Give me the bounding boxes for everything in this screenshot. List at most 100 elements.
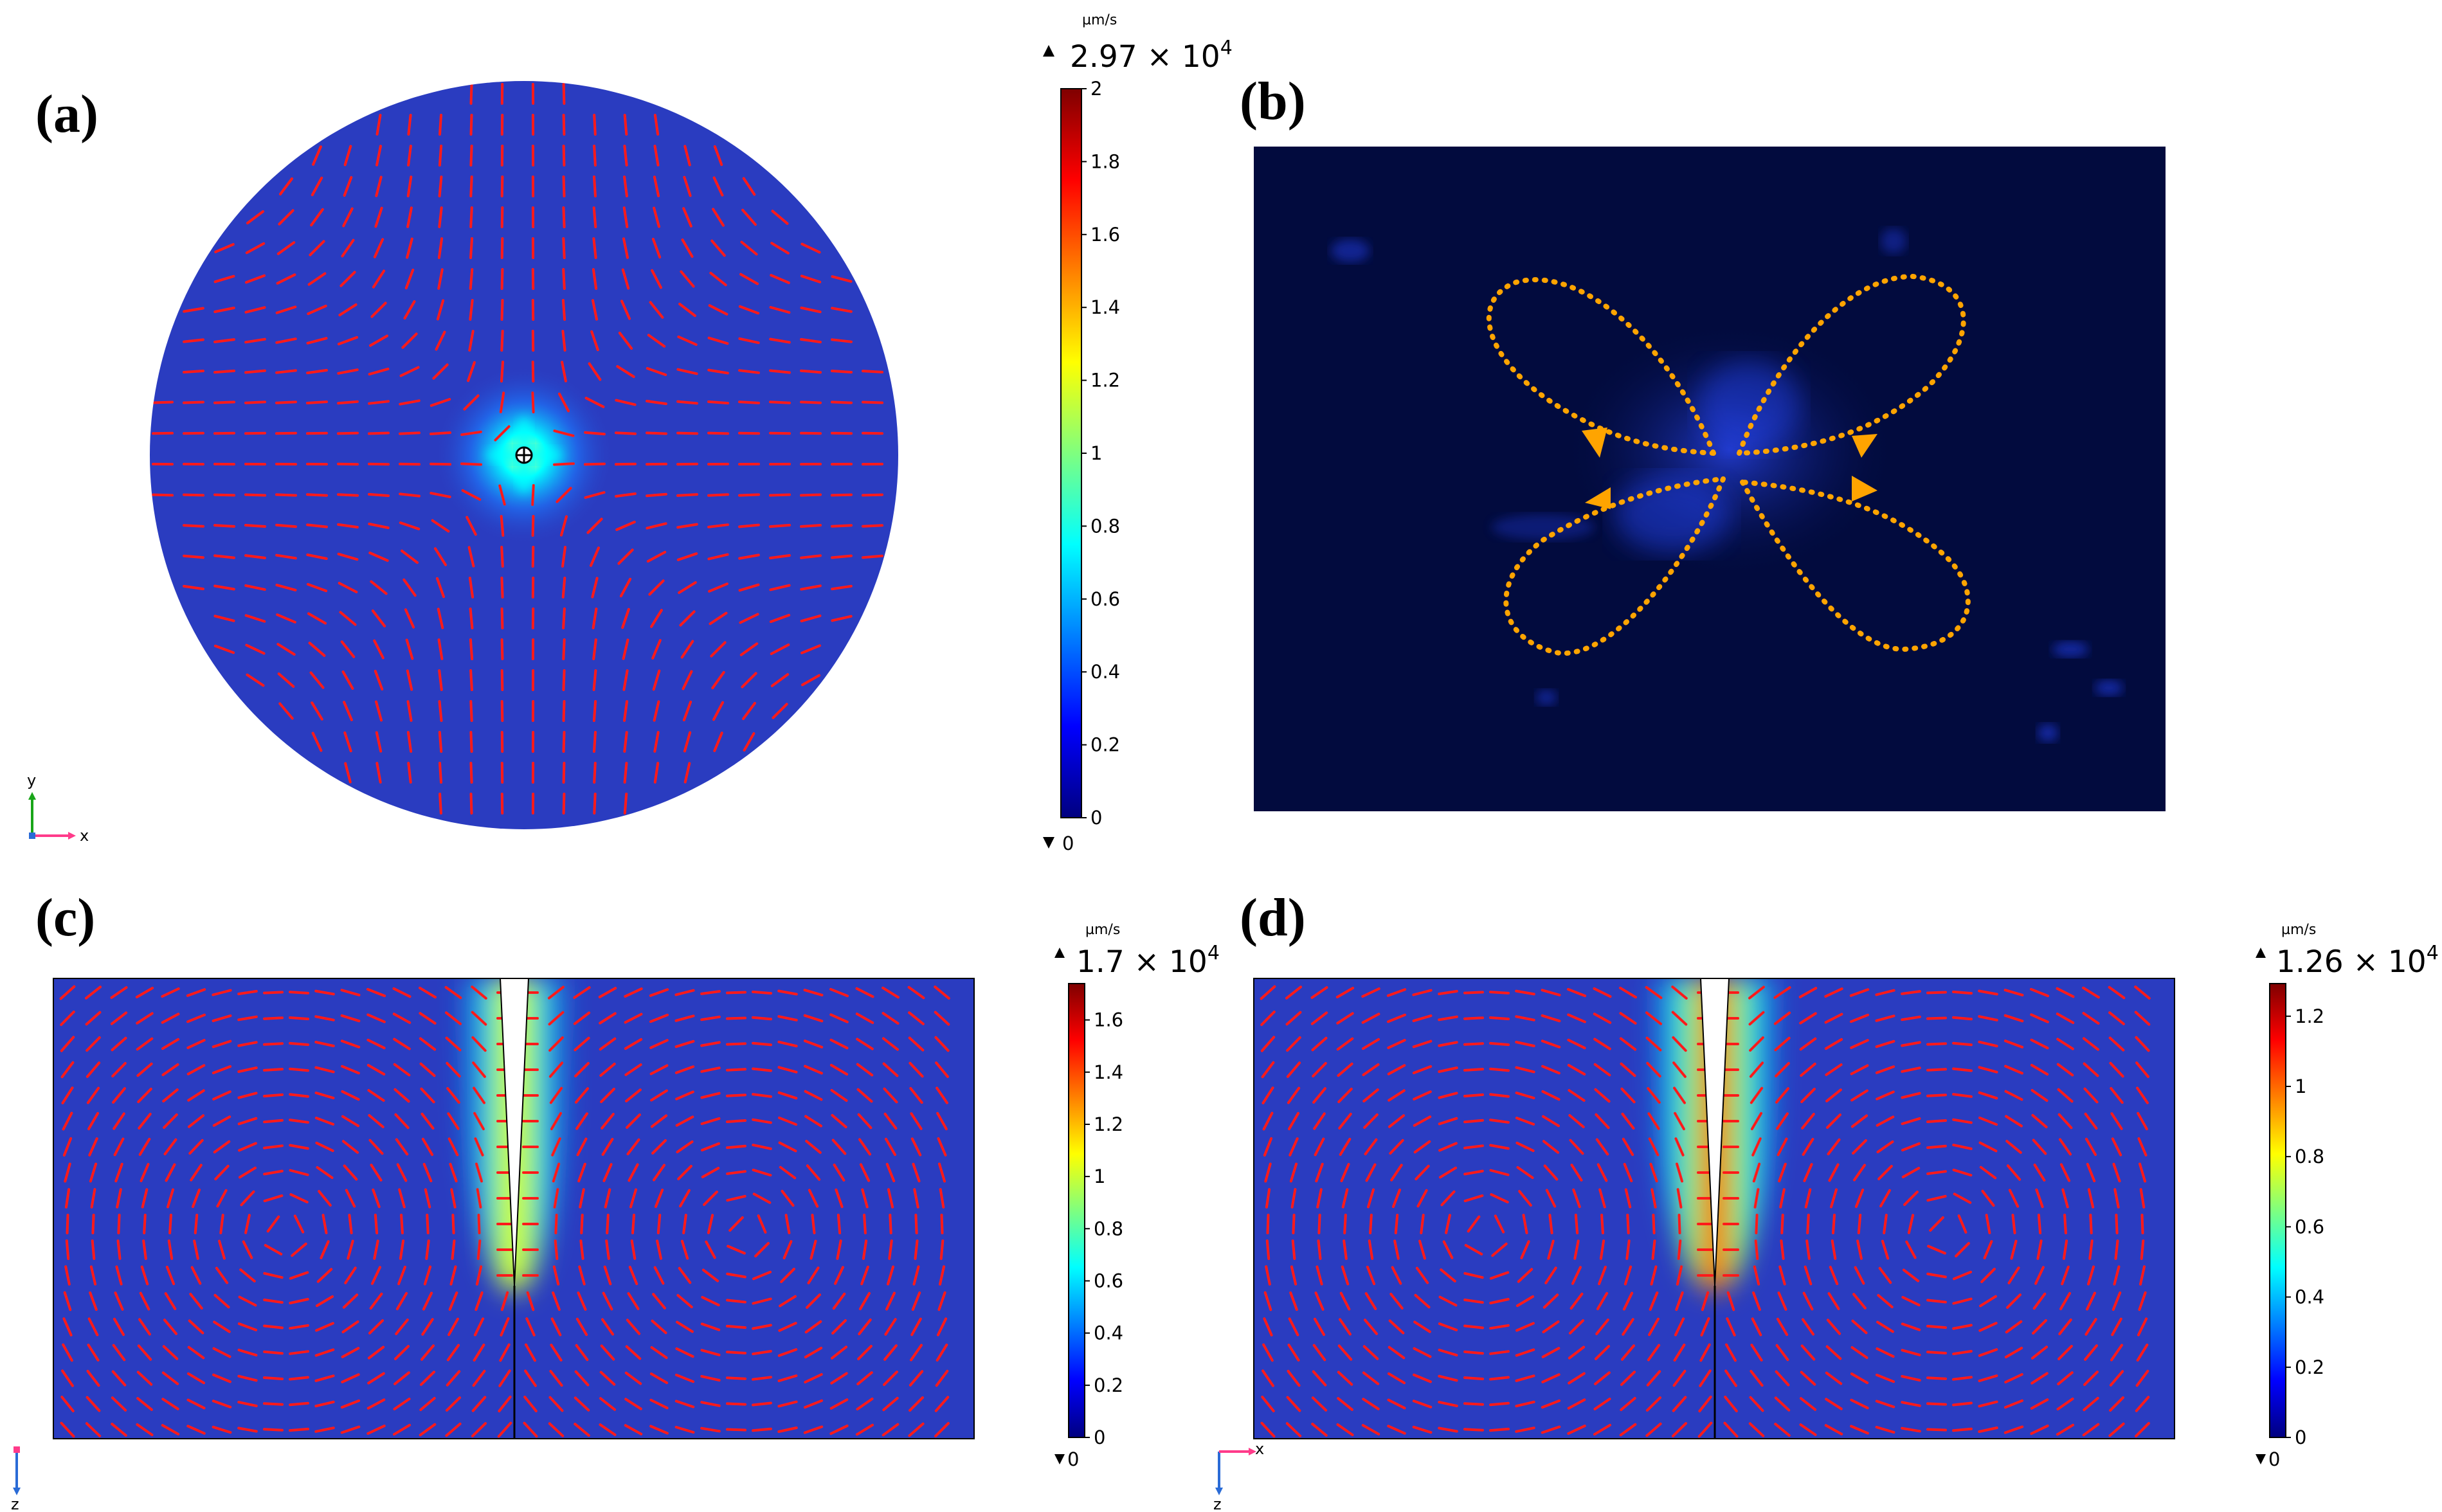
velocity-arrow bbox=[393, 1038, 411, 1050]
colorbar-tick-label: 1 bbox=[2295, 1076, 2306, 1097]
velocity-arrow bbox=[726, 1194, 746, 1202]
velocity-arrow bbox=[1901, 1322, 1921, 1331]
velocity-arrow bbox=[1926, 1299, 1947, 1304]
velocity-arrow bbox=[500, 638, 504, 660]
velocity-arrow bbox=[882, 1062, 899, 1077]
velocity-arrow bbox=[800, 242, 821, 254]
velocity-arrow bbox=[803, 1425, 824, 1434]
velocity-arrow bbox=[1875, 1400, 1895, 1408]
velocity-arrow bbox=[116, 1239, 122, 1260]
velocity-arrow bbox=[314, 1092, 335, 1099]
colorbar-tick-label: 0.6 bbox=[1090, 588, 1120, 610]
velocity-arrow bbox=[110, 1011, 128, 1025]
velocity-arrow bbox=[1800, 1344, 1816, 1361]
velocity-arrow bbox=[86, 1396, 101, 1412]
velocity-arrow bbox=[2030, 1372, 2049, 1385]
velocity-arrow bbox=[598, 987, 617, 998]
velocity-arrow bbox=[237, 1322, 258, 1331]
velocity-arrow bbox=[2036, 1239, 2043, 1260]
velocity-arrow bbox=[340, 1014, 361, 1023]
velocity-arrow bbox=[475, 1265, 483, 1286]
velocity-arrows-c bbox=[59, 985, 950, 1438]
velocity-arrow bbox=[531, 515, 535, 537]
velocity-arrow bbox=[2030, 1398, 2049, 1410]
velocity-arrow bbox=[754, 1242, 770, 1257]
velocity-arrow bbox=[703, 1191, 718, 1206]
velocity-arrow bbox=[1593, 1398, 1611, 1410]
velocity-arrow bbox=[164, 1292, 177, 1310]
velocity-arrow bbox=[143, 1214, 147, 1234]
flow-loop-upper-left bbox=[1486, 277, 1716, 456]
velocity-arrow bbox=[1647, 1344, 1661, 1362]
velocity-arrow bbox=[276, 273, 296, 285]
velocity-arrow bbox=[1778, 1265, 1786, 1286]
velocity-arrow bbox=[1363, 1113, 1379, 1129]
velocity-arrow bbox=[2114, 1239, 2119, 1260]
velocity-arrow bbox=[937, 1137, 947, 1156]
velocity-arrow bbox=[2003, 1040, 2024, 1048]
velocity-arrow bbox=[289, 1144, 309, 1150]
velocity-arrow bbox=[237, 1117, 258, 1126]
velocity-arrow bbox=[934, 1396, 950, 1412]
velocity-arrow bbox=[1515, 989, 1535, 996]
velocity-arrow bbox=[882, 1037, 899, 1051]
velocity-arrow bbox=[1926, 1068, 1947, 1072]
velocity-arrow bbox=[1827, 1138, 1841, 1156]
velocity-arrow bbox=[430, 492, 451, 498]
velocity-arrow bbox=[524, 1369, 537, 1387]
velocity-arrow bbox=[1854, 1266, 1865, 1285]
velocity-arrow bbox=[1926, 1402, 1947, 1406]
velocity-arrow bbox=[601, 1318, 614, 1336]
velocity-arrow bbox=[653, 731, 660, 753]
velocity-arrow bbox=[2110, 1087, 2124, 1104]
velocity-arrow bbox=[373, 639, 384, 660]
velocity-arrow bbox=[2082, 986, 2100, 999]
velocity-arrow bbox=[777, 1348, 798, 1357]
velocity-arrow bbox=[1826, 1113, 1841, 1129]
velocity-arrow bbox=[1489, 1144, 1510, 1150]
velocity-arrow bbox=[646, 522, 667, 530]
velocity-arrow bbox=[1825, 1371, 1843, 1385]
velocity-arrow bbox=[1593, 1423, 1611, 1436]
velocity-arrow bbox=[770, 644, 790, 655]
velocity-arrow bbox=[1828, 1163, 1840, 1182]
velocity-arrow bbox=[1316, 1188, 1323, 1209]
velocity-arrow bbox=[742, 177, 756, 196]
velocity-arrow bbox=[438, 669, 443, 691]
velocity-arrow bbox=[1978, 1040, 1998, 1048]
velocity-arrow bbox=[396, 1163, 408, 1182]
colorbar-a-min: 0 bbox=[1062, 833, 1074, 854]
max-marker-icon bbox=[1043, 45, 1054, 57]
velocity-arrow bbox=[803, 1040, 824, 1048]
velocity-arrow bbox=[1542, 1293, 1559, 1309]
velocity-arrow bbox=[654, 1189, 664, 1208]
velocity-arrow bbox=[1413, 1373, 1432, 1383]
velocity-arrow bbox=[1700, 1317, 1710, 1336]
velocity-arrow bbox=[1311, 1036, 1328, 1052]
velocity-arrow bbox=[448, 1137, 459, 1156]
velocity-arrow bbox=[421, 1318, 434, 1336]
velocity-arrow bbox=[784, 1214, 791, 1234]
velocity-arrow bbox=[161, 1371, 179, 1385]
velocity-arrow bbox=[1286, 1036, 1301, 1052]
velocity-arrow bbox=[1262, 1086, 1274, 1104]
velocity-arrow bbox=[420, 1087, 435, 1104]
velocity-arrow bbox=[469, 206, 473, 228]
velocity-arrow bbox=[653, 176, 660, 197]
velocity-arrow bbox=[161, 1063, 179, 1076]
velocity-arrow bbox=[1955, 1242, 1970, 1257]
velocity-arrow bbox=[112, 1344, 126, 1362]
velocity-arrow bbox=[778, 1322, 797, 1332]
velocity-arrow bbox=[2084, 1344, 2098, 1361]
velocity-arrow bbox=[1515, 1092, 1535, 1099]
velocity-arrow bbox=[87, 1112, 99, 1131]
velocity-arrow bbox=[562, 700, 566, 722]
velocity-arrow bbox=[601, 1138, 614, 1156]
velocity-arrow bbox=[430, 431, 451, 435]
velocity-arrow bbox=[1389, 1293, 1404, 1310]
velocity-arrow bbox=[1875, 1065, 1895, 1074]
velocity-arrow bbox=[653, 145, 660, 166]
colorbar-a-max-exp: 4 bbox=[1220, 37, 1233, 59]
velocity-arrow bbox=[1826, 1318, 1841, 1335]
velocity-arrow bbox=[738, 554, 760, 560]
